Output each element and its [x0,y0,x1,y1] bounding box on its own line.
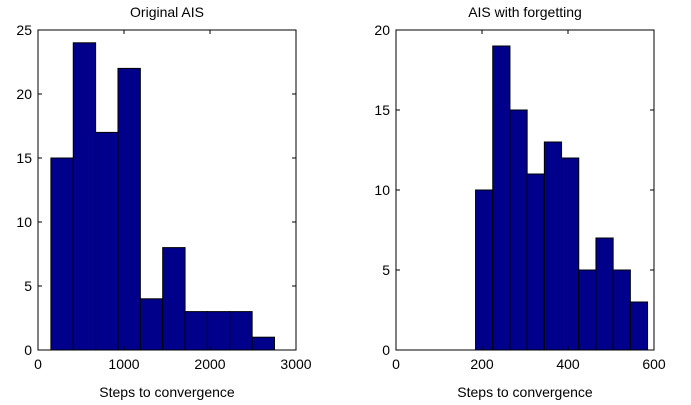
histogram-bar [612,269,631,351]
y-tick-label: 25 [16,22,32,38]
x-tick-label: 2000 [194,356,225,372]
y-tick-label: 10 [374,182,390,198]
histogram-bar [184,311,208,351]
histogram-bar [492,45,511,351]
histogram-bar [526,173,545,351]
x-axis-label: Steps to convergence [99,384,235,400]
chart-original-ais: Original AIS Steps to convergence 0 1000 2… [16,4,311,400]
chart-title: Original AIS [130,4,204,20]
histogram-bar [251,336,275,351]
x-tick-label: 400 [556,356,580,372]
x-tick-label: 600 [642,356,666,372]
y-tick-label: 5 [382,262,390,278]
histogram-bar [543,141,563,351]
chart-title: AIS with forgetting [468,4,582,20]
x-axis-label: Steps to convergence [457,384,593,400]
y-tick-label: 10 [16,214,32,230]
histogram-bar [72,42,97,351]
histogram-bar [595,237,614,351]
y-tick-label: 15 [16,150,32,166]
y-tick-label: 5 [24,278,32,294]
y-tick-label: 20 [374,22,390,38]
x-tick-label: 0 [392,356,400,372]
y-tick-label: 20 [16,86,32,102]
x-tick-label: 1000 [108,356,139,372]
histogram-bar [509,109,528,351]
plot-frame [37,29,297,351]
y-tick-label: 0 [24,342,32,358]
histogram-bar [50,157,74,351]
histogram-bar [206,311,231,351]
x-tick-label: 200 [470,356,494,372]
x-tick-label: 3000 [280,356,311,372]
histogram-bar [162,247,186,351]
y-tick-label: 0 [382,342,390,358]
histogram-bar [578,269,597,351]
chart-ais-forgetting: AIS with forgetting Steps to convergence… [374,4,665,400]
histogram-bar [139,298,164,351]
histogram-bar [629,301,649,351]
y-tick-label: 15 [374,102,390,118]
histogram-bar [561,157,580,351]
histogram-bar [117,67,141,351]
bars [475,45,649,351]
bars [50,42,275,351]
histogram-bar [95,131,119,351]
histogram-bar [229,311,253,351]
x-tick-label: 0 [34,356,42,372]
histogram-bar [475,189,494,351]
